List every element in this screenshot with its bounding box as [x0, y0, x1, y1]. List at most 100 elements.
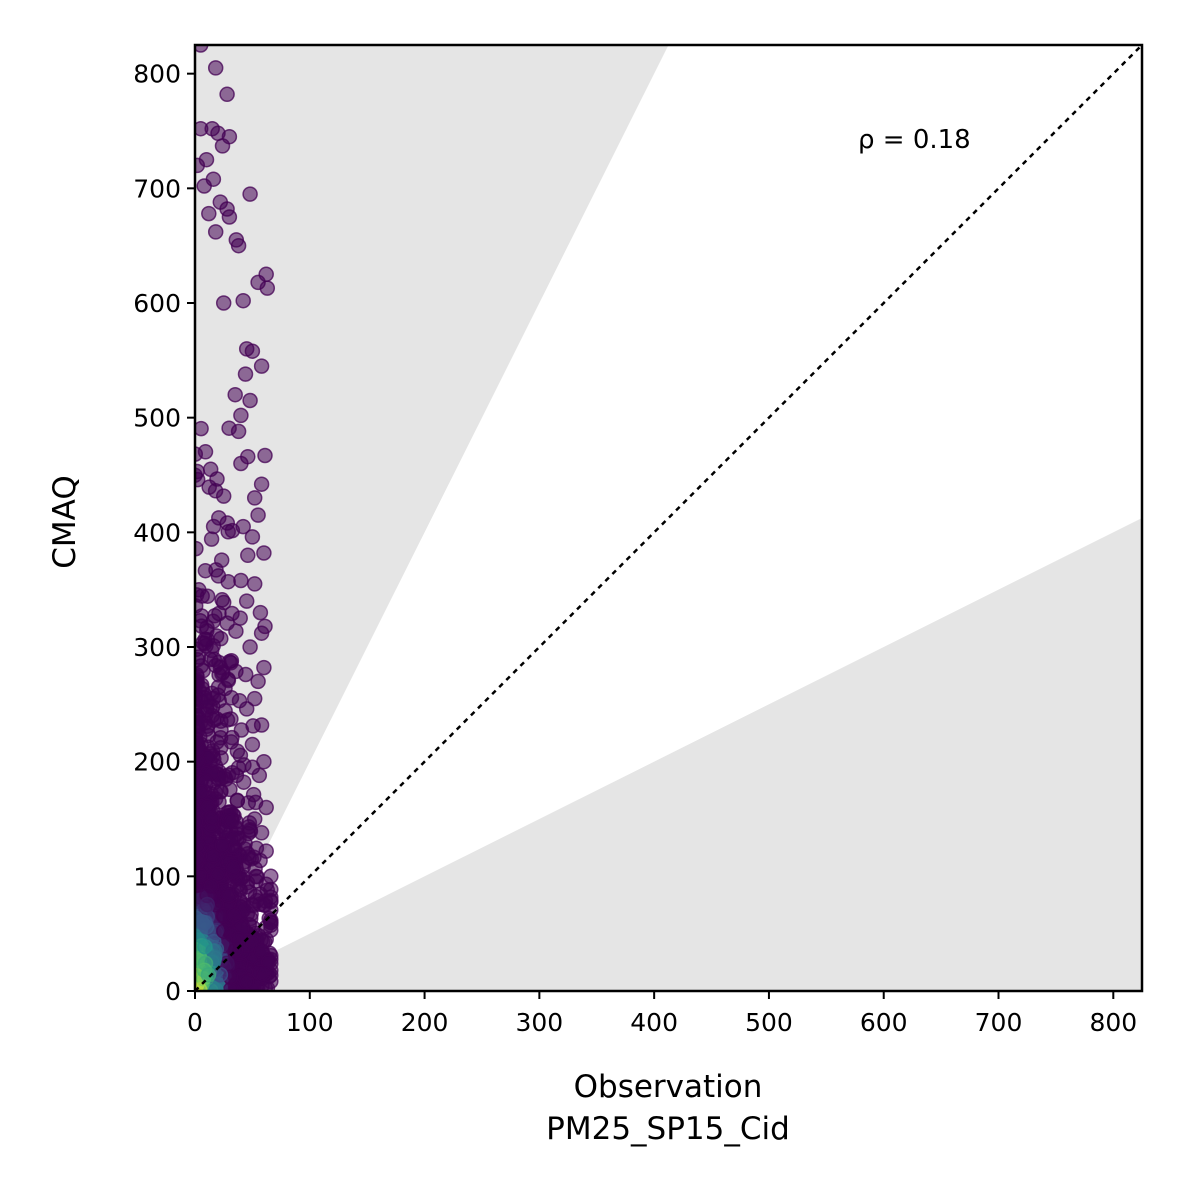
- x-tick-label: 300: [516, 1008, 564, 1037]
- data-point: [252, 604, 269, 621]
- data-point: [197, 938, 213, 955]
- data-point: [230, 423, 247, 440]
- data-point: [195, 784, 209, 801]
- data-point: [199, 896, 215, 913]
- y-tick-label: 0: [165, 977, 181, 1006]
- y-tick-label: 700: [133, 174, 181, 203]
- data-point: [250, 673, 266, 690]
- data-point: [210, 866, 226, 883]
- data-point: [220, 524, 236, 540]
- data-point: [246, 490, 263, 506]
- data-point: [225, 859, 241, 875]
- data-point: [223, 711, 239, 727]
- data-point: [202, 461, 219, 478]
- data-point: [253, 476, 270, 492]
- data-point: [244, 529, 261, 545]
- data-point: [233, 455, 249, 472]
- data-point: [256, 753, 272, 770]
- data-point: [235, 518, 251, 535]
- data-point: [253, 717, 270, 733]
- data-point: [243, 851, 260, 867]
- data-point: [237, 835, 253, 852]
- data-point: [253, 625, 270, 641]
- y-tick-label: 600: [133, 289, 181, 318]
- data-point: [242, 639, 258, 655]
- data-point: [198, 151, 215, 168]
- data-point: [211, 510, 227, 526]
- data-point: [259, 882, 276, 898]
- data-point: [208, 711, 225, 727]
- data-point: [214, 138, 231, 154]
- y-axis: 0 100 200 300 400 500 600 700 800: [133, 60, 195, 1006]
- data-point: [208, 562, 224, 578]
- data-point: [232, 610, 248, 626]
- data-point: [199, 623, 215, 639]
- data-point: [220, 573, 236, 590]
- data-point: [238, 593, 255, 609]
- data-point: [199, 588, 216, 604]
- data-point: [195, 677, 210, 693]
- data-point: [205, 171, 222, 187]
- plot-area: [195, 45, 1142, 991]
- data-point: [219, 86, 235, 103]
- data-point: [256, 966, 272, 982]
- data-point: [221, 209, 238, 225]
- data-point: [195, 45, 209, 53]
- y-axis-label: CMAQ: [47, 475, 83, 568]
- data-point: [230, 237, 247, 254]
- data-point: [245, 786, 262, 803]
- data-point: [253, 825, 270, 841]
- data-point: [244, 343, 261, 359]
- data-point: [207, 60, 224, 76]
- data-point: [207, 224, 224, 240]
- y-tick-label: 400: [133, 518, 181, 547]
- data-point: [195, 420, 209, 437]
- data-point: [253, 358, 270, 374]
- data-point: [246, 690, 263, 707]
- data-point: [263, 868, 279, 885]
- x-tick-label: 0: [187, 1008, 203, 1037]
- data-point: [259, 280, 276, 296]
- plot-frame: [193, 43, 1144, 993]
- data-point: [228, 623, 244, 639]
- data-point: [232, 882, 249, 898]
- data-point: [226, 907, 242, 923]
- annotation-rho: ρ = 0.18: [858, 125, 971, 155]
- data-point: [253, 943, 270, 959]
- data-point: [201, 479, 217, 495]
- data-point: [249, 868, 265, 885]
- data-point: [229, 792, 246, 809]
- data-point: [258, 799, 274, 816]
- data-point: [256, 897, 272, 913]
- data-point: [201, 205, 217, 222]
- data-point: [238, 974, 255, 990]
- data-point: [212, 739, 229, 756]
- data-point: [195, 467, 203, 483]
- data-point: [195, 837, 206, 854]
- data-point: [246, 811, 263, 827]
- x-axis-sublabel: PM25_SP15_Cid: [546, 1111, 790, 1147]
- data-point: [227, 386, 243, 403]
- data-point: [242, 392, 258, 409]
- y-tick-label: 300: [133, 633, 181, 662]
- data-point: [233, 572, 249, 589]
- data-point: [240, 547, 256, 564]
- y-tick-label: 500: [133, 404, 181, 433]
- data-point: [237, 366, 254, 382]
- data-point: [195, 715, 209, 731]
- data-point: [205, 847, 222, 864]
- data-point: [242, 186, 258, 202]
- x-tick-label: 600: [860, 1008, 908, 1037]
- data-point: [197, 915, 213, 931]
- data-point: [258, 843, 274, 859]
- data-point: [233, 407, 249, 424]
- x-axis-label: Observation: [574, 1069, 763, 1105]
- data-point: [203, 878, 220, 894]
- lower-shaded-region: [195, 518, 1142, 991]
- data-point: [224, 813, 240, 829]
- data-point: [214, 837, 231, 853]
- data-point: [251, 767, 268, 784]
- x-axis: 0 100 200 300 400 500 600 700 800: [187, 991, 1137, 1037]
- data-point: [238, 701, 255, 717]
